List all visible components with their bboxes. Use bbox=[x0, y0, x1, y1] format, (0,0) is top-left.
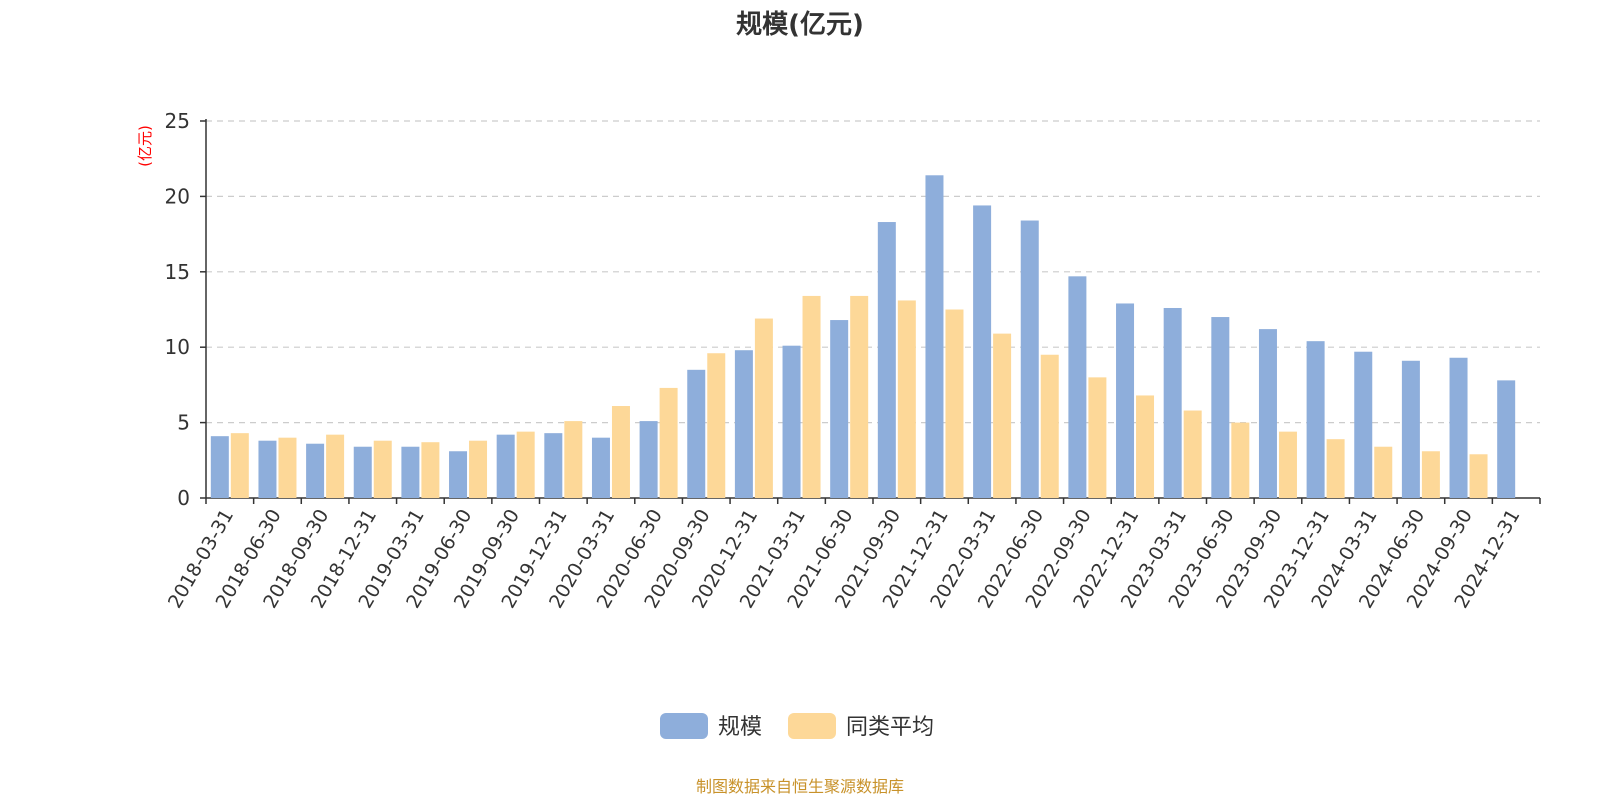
bar-scale bbox=[1354, 351, 1373, 498]
bar-peer-average bbox=[1326, 439, 1345, 498]
y-tick-label: 0 bbox=[177, 486, 190, 510]
bar-scale bbox=[1497, 380, 1516, 498]
bar-peer-average bbox=[1469, 454, 1488, 498]
chart-title: 规模(亿元) bbox=[736, 10, 864, 40]
bar-peer-average bbox=[1088, 377, 1107, 498]
legend-swatch bbox=[788, 713, 836, 739]
bar-scale bbox=[1258, 329, 1277, 498]
bar-scale bbox=[1163, 307, 1182, 498]
bar-scale bbox=[1449, 357, 1468, 498]
bar-scale bbox=[877, 222, 896, 498]
bar-peer-average bbox=[326, 434, 345, 498]
bar-peer-average bbox=[278, 437, 297, 498]
bars bbox=[210, 175, 1516, 498]
y-tick-label: 5 bbox=[177, 411, 190, 435]
bar-peer-average bbox=[611, 406, 630, 498]
bar-peer-average bbox=[1278, 431, 1297, 498]
bar-peer-average bbox=[1374, 446, 1393, 498]
bar-scale bbox=[687, 369, 706, 498]
bar-scale bbox=[1020, 220, 1039, 498]
bar-scale bbox=[544, 433, 563, 498]
bar-peer-average bbox=[1231, 422, 1250, 498]
bar-scale bbox=[973, 205, 992, 498]
y-tick-label: 25 bbox=[165, 109, 190, 133]
bar-peer-average bbox=[897, 300, 916, 498]
bar-peer-average bbox=[945, 309, 964, 498]
bar-scale bbox=[210, 436, 229, 498]
grid-lines bbox=[206, 120, 1540, 424]
bar-scale bbox=[1068, 276, 1087, 498]
bar-peer-average bbox=[659, 387, 678, 498]
bar-scale bbox=[734, 350, 753, 498]
bar-peer-average bbox=[373, 440, 392, 498]
bar-scale bbox=[782, 345, 801, 498]
y-tick-label: 10 bbox=[165, 335, 190, 359]
bar-scale bbox=[353, 446, 372, 498]
bar-peer-average bbox=[1421, 451, 1440, 498]
bar-peer-average bbox=[1136, 395, 1155, 498]
bar-scale bbox=[591, 437, 610, 498]
y-tick-label: 20 bbox=[165, 184, 190, 208]
legend-swatch bbox=[660, 713, 708, 739]
bar-peer-average bbox=[1183, 410, 1202, 498]
bar-scale bbox=[1306, 341, 1325, 498]
y-tick-label: 15 bbox=[165, 260, 190, 284]
legend-label: 规模 bbox=[718, 715, 762, 740]
bar-peer-average bbox=[993, 333, 1012, 498]
bar-peer-average bbox=[230, 433, 249, 498]
bar-peer-average bbox=[707, 353, 726, 498]
source-note: 制图数据来自恒生聚源数据库 bbox=[696, 777, 904, 796]
bar-peer-average bbox=[516, 431, 535, 498]
legend-label: 同类平均 bbox=[846, 715, 934, 740]
bar-scale bbox=[496, 434, 515, 498]
bar-scale bbox=[639, 421, 658, 498]
bar-peer-average bbox=[1040, 354, 1059, 498]
legend: 规模 同类平均 bbox=[660, 713, 934, 740]
bar-scale bbox=[306, 443, 325, 498]
bar-peer-average bbox=[421, 442, 440, 498]
y-tick-labels: 0 5 10 15 20 25 bbox=[165, 109, 190, 510]
bar-scale bbox=[830, 320, 849, 498]
x-tick-labels: 2018-03-312018-06-302018-09-302018-12-31… bbox=[164, 505, 1525, 612]
bar-scale bbox=[258, 440, 277, 498]
bar-peer-average bbox=[754, 318, 773, 498]
bar-scale bbox=[1116, 303, 1135, 498]
bar-peer-average bbox=[802, 295, 821, 498]
bar-scale bbox=[401, 446, 420, 498]
bar-scale bbox=[1401, 360, 1420, 498]
y-unit-label: (亿元) bbox=[136, 125, 154, 167]
bar-scale bbox=[449, 451, 468, 498]
bar-scale bbox=[1211, 317, 1230, 498]
bar-peer-average bbox=[469, 440, 488, 498]
bar-peer-average bbox=[564, 421, 583, 498]
bar-peer-average bbox=[850, 295, 869, 498]
bar-scale bbox=[925, 175, 944, 498]
